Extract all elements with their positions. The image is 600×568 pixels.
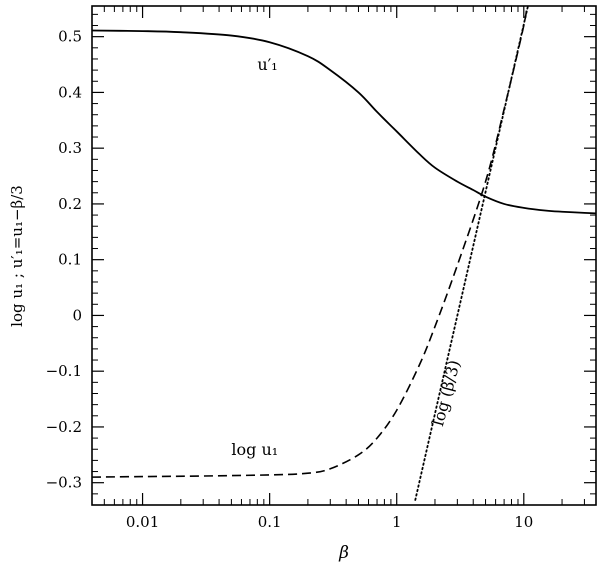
annotation-label: u′₁ [257, 55, 277, 74]
annotation-label: log u₁ [231, 440, 278, 459]
y-tick-label: 0.5 [58, 28, 82, 46]
y-tick-label: −0.2 [46, 418, 82, 436]
y-tick-label: 0.4 [58, 83, 82, 101]
y-tick-label: −0.1 [46, 362, 82, 380]
plot-frame [91, 5, 597, 506]
y-axis-title: log u₁ ; u′₁=u₁−β/3 [8, 185, 26, 327]
y-tick-label: 0.3 [58, 139, 82, 157]
x-tick-label: 10 [514, 513, 533, 531]
y-tick-label: −0.3 [46, 474, 82, 492]
tick-labels: 0.01 0.1 1 10 −0.3 −0.2 −0.1 0 0.1 0.2 0.3 0.4 0.5 [46, 28, 534, 531]
y-tick-label: 0.1 [58, 251, 82, 269]
series-logu-line [92, 6, 528, 478]
y-tick-label: 0 [72, 306, 82, 324]
x-tick-label: 0.01 [126, 513, 159, 531]
series-logbeta-line [414, 6, 529, 501]
x-axis-title: β [338, 543, 349, 563]
annotation-label: log (β/3) [428, 358, 464, 428]
y-tick-label: 0.2 [58, 195, 82, 213]
axis-ticks [91, 6, 596, 506]
x-tick-label: 0.1 [258, 513, 282, 531]
x-tick-label: 1 [392, 513, 402, 531]
plot-curves [92, 6, 596, 501]
series-uprime-line [92, 29, 596, 215]
annotations: u′₁ log u₁ log (β/3) [231, 55, 464, 459]
